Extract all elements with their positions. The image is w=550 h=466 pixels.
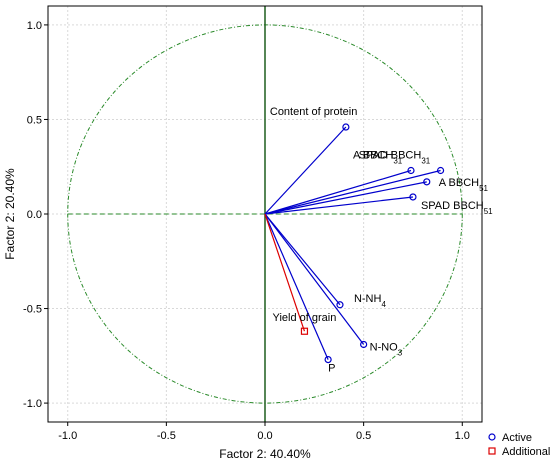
point-label-subscript: 3 (398, 348, 403, 357)
x-tick-label: -0.5 (157, 430, 176, 442)
vector-line (264, 196, 414, 215)
legend-label: Additional (502, 446, 550, 458)
y-tick-label: -1.0 (23, 398, 42, 410)
point-marker (336, 301, 344, 309)
point-marker (324, 356, 332, 364)
point-marker (409, 193, 417, 201)
vector-line (264, 126, 347, 215)
point-marker (360, 340, 368, 349)
legend-label: Active (502, 432, 532, 444)
x-axis-title: Factor 2: 40.40% (219, 447, 311, 461)
vectors (264, 123, 445, 364)
point-label-subscript: 31 (421, 156, 430, 165)
vector-line (264, 213, 365, 345)
y-axis-title: Factor 2: 20.40% (3, 168, 17, 260)
legend-marker (488, 447, 496, 455)
point-marker (407, 166, 415, 175)
vector-line (264, 181, 427, 215)
y-tick-label: 0.0 (27, 209, 42, 221)
point-marker (300, 327, 309, 335)
point-label: P (328, 363, 335, 375)
point-label: A BBCH31 (353, 150, 403, 166)
point-label: N-NO3 (370, 341, 403, 357)
point-marker (342, 123, 350, 131)
y-tick-label: 0.5 (27, 114, 42, 126)
point-label-subscript: 4 (381, 299, 386, 308)
vector-line (264, 213, 329, 360)
axes: -1.0 -1.0 -0.5 -0.5 0.0 0.0 0.5 0.5 1.0 1.0 (23, 5, 483, 442)
vector-line (264, 213, 306, 332)
point-label: SPAD BBCH31 (359, 150, 431, 166)
legend: Active Additional (488, 432, 550, 458)
vector-line (264, 169, 441, 215)
point-label: Content of protein (270, 106, 357, 118)
point-label: Yield of grain (273, 312, 337, 324)
point-label-subscript: 31 (393, 156, 402, 165)
point-marker (436, 166, 445, 175)
point-label-subscript: 51 (479, 183, 488, 192)
legend-marker (488, 433, 496, 441)
x-tick-label: -1.0 (58, 430, 77, 442)
x-tick-label: 0.5 (356, 430, 371, 442)
point-label: N-NH4 (354, 293, 387, 309)
y-tick-label: -0.5 (23, 304, 42, 316)
point-label: SPAD BBCH51 (421, 200, 493, 216)
vector-line (264, 213, 341, 306)
x-tick-label: 0.0 (257, 430, 272, 442)
point-label: A BBCH51 (439, 177, 489, 193)
x-tick-label: 1.0 (455, 430, 470, 442)
point-label-subscript: 51 (484, 206, 493, 215)
point-marker (423, 178, 431, 186)
y-tick-label: 1.0 (27, 20, 42, 32)
vector-line (264, 169, 412, 215)
